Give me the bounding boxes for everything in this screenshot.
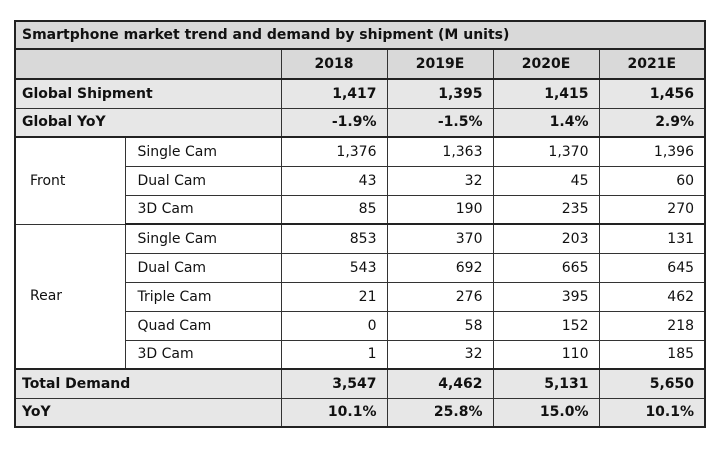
row-label: Triple Cam xyxy=(124,281,282,312)
cell-value: 15.0% xyxy=(492,397,600,428)
cell-value: 270 xyxy=(598,194,706,225)
cell-value: 4,462 xyxy=(386,368,494,399)
row-label: Single Cam xyxy=(124,223,282,254)
cell-value: -1.5% xyxy=(386,107,494,138)
cell-value: 2.9% xyxy=(598,107,706,138)
cell-value: 543 xyxy=(280,252,388,283)
cell-value: 1,415 xyxy=(492,78,600,109)
row-label: Total Demand xyxy=(14,368,282,399)
cell-value: 85 xyxy=(280,194,388,225)
table-row: Total Demand 3,547 4,462 5,131 5,650 xyxy=(14,368,706,399)
cell-value: 1,363 xyxy=(386,136,494,167)
cell-value: 43 xyxy=(280,165,388,196)
row-label: Quad Cam xyxy=(124,310,282,341)
table-row: Dual Cam 43 32 45 60 xyxy=(15,165,706,196)
cell-value: -1.9% xyxy=(280,107,388,138)
table-frame: Smartphone market trend and demand by sh… xyxy=(14,20,707,438)
shipment-table: Smartphone market trend and demand by sh… xyxy=(14,20,707,428)
cell-value: 45 xyxy=(492,165,600,196)
cell-value: 235 xyxy=(492,194,600,225)
cell-value: 370 xyxy=(386,223,494,254)
cell-value: 190 xyxy=(386,194,494,225)
row-label: Global YoY xyxy=(14,107,282,138)
cell-value: 1,370 xyxy=(492,136,600,167)
row-label: Single Cam xyxy=(124,136,282,167)
cell-value: 1,376 xyxy=(280,136,388,167)
table-row: Dual Cam 543 692 665 645 xyxy=(15,252,706,283)
table-row: 3D Cam 85 190 235 270 xyxy=(15,194,706,225)
row-label: YoY xyxy=(14,397,282,428)
cell-value: 645 xyxy=(598,252,706,283)
table-row: YoY 10.1% 25.8% 15.0% 10.1% xyxy=(14,397,706,428)
cell-value: 5,650 xyxy=(598,368,706,399)
title-row: Smartphone market trend and demand by sh… xyxy=(14,20,706,50)
column-header: 2019E xyxy=(386,48,494,80)
cell-value: 110 xyxy=(492,339,600,370)
cell-value: 5,131 xyxy=(492,368,600,399)
cell-value: 58 xyxy=(386,310,494,341)
cell-value: 665 xyxy=(492,252,600,283)
cell-value: 1,456 xyxy=(598,78,706,109)
cell-value: 1 xyxy=(280,339,388,370)
table-row: 3D Cam 1 32 110 185 xyxy=(15,339,706,370)
column-header: 2020E xyxy=(492,48,600,80)
row-label: Dual Cam xyxy=(124,165,282,196)
group-label: Rear xyxy=(14,223,126,370)
cell-value: 131 xyxy=(598,223,706,254)
cell-value: 1.4% xyxy=(492,107,600,138)
row-label: 3D Cam xyxy=(124,339,282,370)
header-blank xyxy=(14,48,282,80)
cell-value: 395 xyxy=(492,281,600,312)
table-row: Triple Cam 21 276 395 462 xyxy=(15,281,706,312)
cell-value: 10.1% xyxy=(280,397,388,428)
table-row: Rear Single Cam 853 370 203 131 xyxy=(14,223,706,370)
cell-value: 32 xyxy=(386,165,494,196)
cell-value: 60 xyxy=(598,165,706,196)
table-row: Global Shipment 1,417 1,395 1,415 1,456 xyxy=(14,78,706,109)
cell-value: 32 xyxy=(386,339,494,370)
cell-value: 1,417 xyxy=(280,78,388,109)
table-row: Global YoY -1.9% -1.5% 1.4% 2.9% xyxy=(14,107,706,138)
cell-value: 853 xyxy=(280,223,388,254)
cell-value: 276 xyxy=(386,281,494,312)
column-header: 2021E xyxy=(598,48,706,80)
header-row: 2018 2019E 2020E 2021E xyxy=(14,48,706,80)
cell-value: 462 xyxy=(598,281,706,312)
cell-value: 692 xyxy=(386,252,494,283)
cell-value: 21 xyxy=(280,281,388,312)
group-label: Front xyxy=(14,136,126,225)
cell-value: 3,547 xyxy=(280,368,388,399)
column-header: 2018 xyxy=(280,48,388,80)
row-label: Dual Cam xyxy=(124,252,282,283)
cell-value: 1,395 xyxy=(386,78,494,109)
row-label: Global Shipment xyxy=(14,78,282,109)
cell-value: 1,396 xyxy=(598,136,706,167)
row-label: 3D Cam xyxy=(124,194,282,225)
table-row: Front Single Cam 1,376 1,363 1,370 1,396 xyxy=(14,136,706,225)
cell-value: 218 xyxy=(598,310,706,341)
cell-value: 0 xyxy=(280,310,388,341)
cell-value: 185 xyxy=(598,339,706,370)
cell-value: 10.1% xyxy=(598,397,706,428)
table-title: Smartphone market trend and demand by sh… xyxy=(14,20,706,50)
cell-value: 203 xyxy=(492,223,600,254)
cell-value: 25.8% xyxy=(386,397,494,428)
cell-value: 152 xyxy=(492,310,600,341)
